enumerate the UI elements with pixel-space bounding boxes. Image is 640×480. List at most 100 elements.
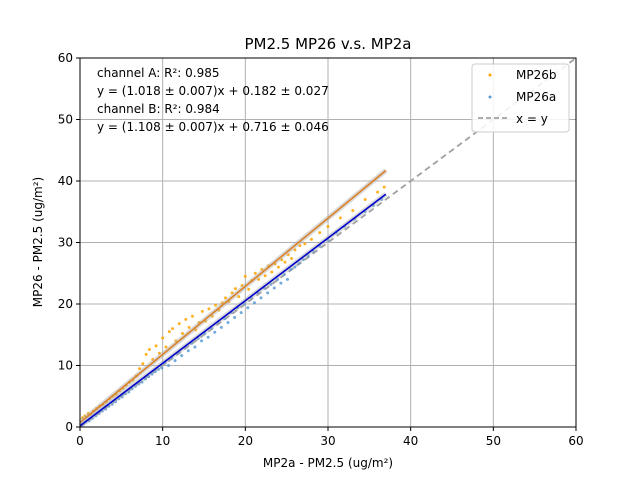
point-mp26a — [186, 349, 190, 353]
point-mp26b — [237, 295, 241, 299]
point-mp26b — [80, 416, 84, 420]
point-mp26b — [233, 287, 237, 291]
point-mp26a — [193, 345, 197, 349]
fit-line-mp26a — [79, 193, 387, 427]
point-mp26b — [382, 185, 386, 189]
point-mp26a — [243, 302, 247, 306]
point-mp26b — [253, 271, 257, 275]
point-mp26a — [289, 268, 293, 272]
point-mp26b — [190, 314, 194, 318]
x-tick-label: 30 — [320, 434, 335, 448]
point-mp26b — [309, 237, 313, 241]
point-mp26b — [167, 330, 171, 334]
point-mp26b — [247, 287, 251, 291]
point-mp26a — [206, 335, 210, 339]
point-mp26b — [230, 291, 234, 295]
point-mp26b — [194, 328, 198, 332]
point-mp26a — [130, 387, 134, 391]
point-mp26b — [276, 265, 280, 269]
point-mp26a — [104, 407, 108, 411]
point-mp26a — [153, 370, 157, 374]
point-mp26b — [280, 258, 284, 262]
point-mp26b — [138, 367, 142, 371]
point-mp26a — [157, 367, 161, 371]
point-mp26b — [184, 317, 188, 321]
y-tick-label: 40 — [58, 174, 73, 188]
point-mp26a — [306, 254, 310, 258]
point-mp26a — [223, 317, 227, 321]
x-tick-label: 0 — [76, 434, 84, 448]
point-mp26b — [260, 268, 264, 272]
point-mp26b — [144, 352, 148, 356]
legend-label-xy: x = y — [516, 112, 548, 126]
point-mp26a — [293, 265, 297, 269]
y-tick-label: 20 — [58, 297, 73, 311]
point-mp26b — [187, 325, 191, 329]
point-mp26b — [363, 197, 367, 201]
point-mp26a — [110, 402, 114, 406]
point-mp26b — [298, 244, 302, 248]
point-mp26a — [272, 286, 276, 290]
point-mp26b — [154, 344, 158, 348]
legend-box — [471, 63, 570, 133]
point-mp26a — [133, 384, 137, 388]
point-mp26b — [161, 336, 165, 340]
point-mp26a — [137, 382, 141, 386]
point-mp26a — [233, 316, 237, 320]
fit-line-mp26b — [79, 169, 387, 424]
chart-title: PM2.5 MP26 v.s. MP2a — [244, 35, 411, 53]
point-mp26b — [286, 253, 290, 257]
point-mp26a — [266, 291, 270, 295]
annotations: channel A: R²: 0.985 y = (1.018 ± 0.007)… — [97, 66, 329, 134]
y-tick-label: 50 — [58, 113, 73, 127]
legend-marker-mp26b — [488, 73, 492, 77]
annotation-channel-b: channel B: R²: 0.984 — [97, 102, 220, 116]
point-mp26a — [200, 339, 204, 343]
point-mp26a — [219, 325, 223, 329]
point-mp26a — [285, 277, 289, 281]
point-mp26a — [276, 277, 280, 281]
point-mp26b — [318, 231, 322, 235]
point-mp26b — [290, 256, 294, 260]
point-mp26a — [269, 282, 273, 286]
point-mp26a — [160, 366, 164, 370]
point-mp26a — [114, 400, 118, 404]
point-mp26a — [143, 377, 147, 381]
annotation-equation-b: y = (1.108 ± 0.007)x + 0.716 ± 0.046 — [97, 120, 329, 134]
point-mp26b — [240, 284, 244, 288]
y-axis-label: MP26 - PM2.5 (ug/m²) — [31, 177, 45, 307]
y-tick-label: 30 — [58, 236, 73, 250]
point-mp26b — [157, 351, 161, 355]
point-mp26b — [164, 345, 168, 349]
point-mp26b — [326, 225, 330, 229]
point-mp26b — [270, 270, 274, 274]
point-mp26b — [338, 216, 342, 220]
point-mp26b — [263, 274, 267, 278]
annotation-channel-a: channel A: R²: 0.985 — [97, 66, 220, 80]
x-ticks: 0 10 20 30 40 50 60 — [76, 427, 584, 448]
point-mp26b — [207, 307, 211, 311]
point-mp26b — [200, 309, 204, 313]
point-mp26b — [214, 303, 218, 307]
x-tick-label: 50 — [486, 434, 501, 448]
point-mp26a — [252, 301, 256, 305]
annotation-equation-a: y = (1.018 ± 0.007)x + 0.182 ± 0.027 — [97, 84, 329, 98]
y-ticks: 0 10 20 30 40 50 60 — [58, 51, 80, 434]
point-mp26b — [293, 248, 297, 252]
point-mp26a — [246, 306, 250, 310]
x-tick-label: 60 — [568, 434, 583, 448]
point-mp26a — [180, 354, 184, 358]
fit-lines-group — [78, 168, 388, 428]
x-tick-label: 40 — [403, 434, 418, 448]
point-mp26b — [303, 242, 307, 246]
point-mp26b — [171, 327, 175, 331]
point-mp26a — [301, 258, 305, 262]
x-tick-label: 20 — [238, 434, 253, 448]
point-mp26b — [351, 209, 355, 213]
point-mp26a — [147, 375, 151, 379]
point-mp26a — [239, 311, 243, 315]
point-mp26b — [141, 362, 145, 366]
point-mp26b — [83, 414, 87, 418]
y-tick-label: 0 — [65, 420, 73, 434]
point-mp26b — [177, 322, 181, 326]
